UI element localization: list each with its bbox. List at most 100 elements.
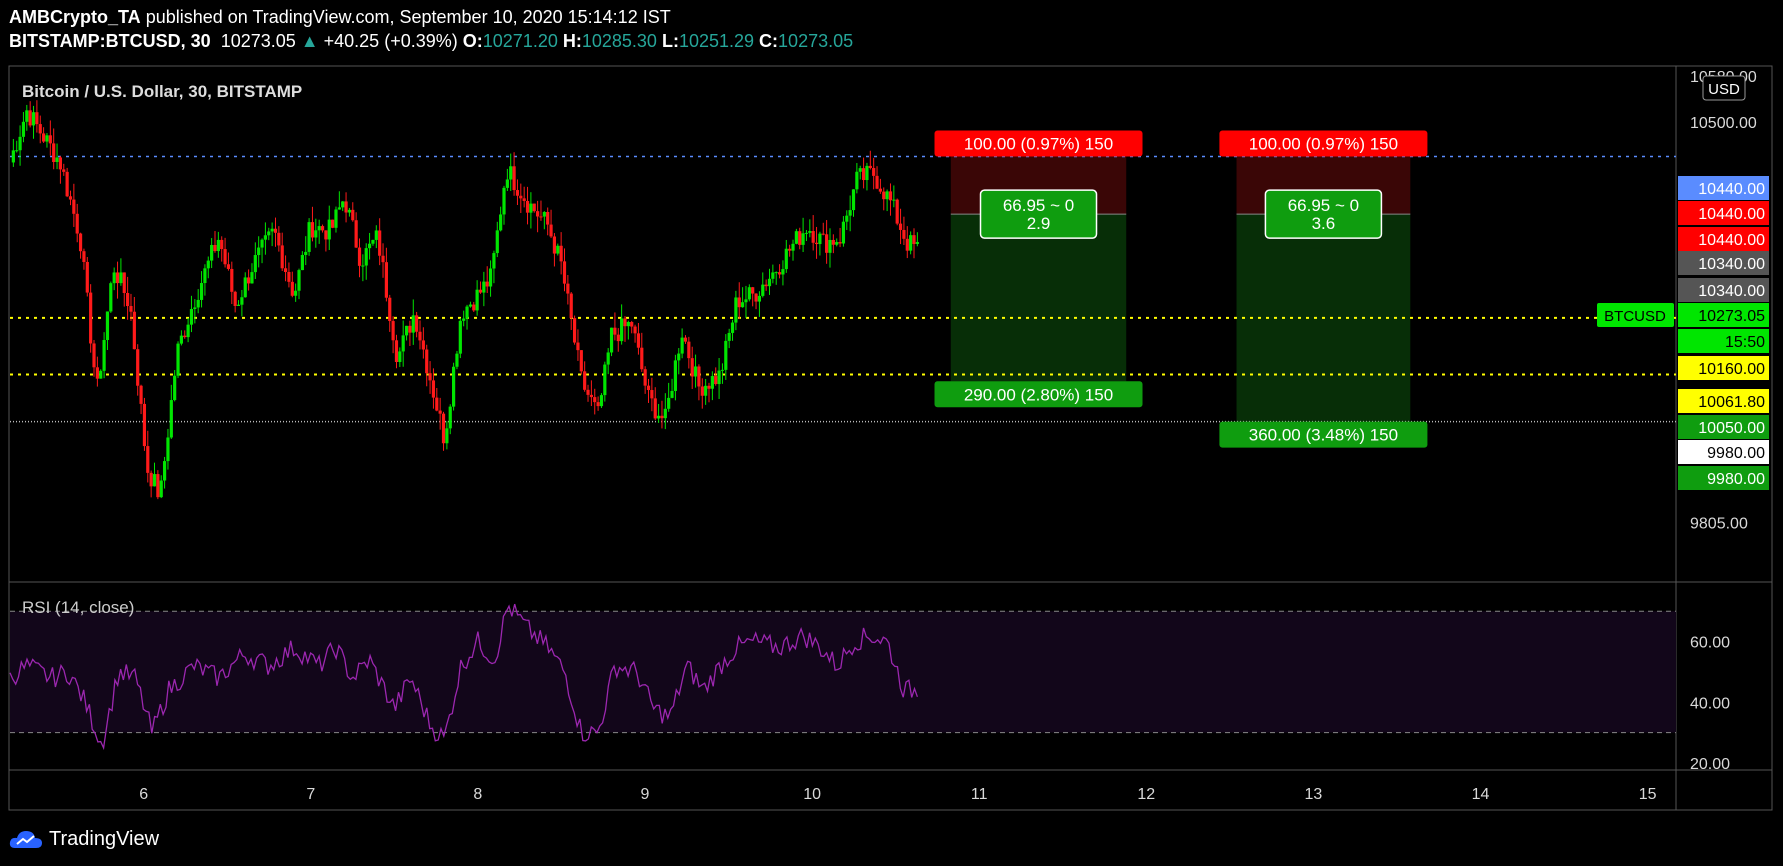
info-line2-0: 2.9: [1027, 214, 1051, 233]
price-badge-bg-1: [1678, 201, 1769, 225]
candle-body: [304, 251, 308, 255]
candle-body: [320, 226, 325, 231]
candle-body: [861, 168, 866, 181]
price-badge-bg-10: [1678, 440, 1769, 464]
candle-body: [99, 370, 103, 379]
candle-body: [384, 262, 388, 298]
candle-body: [119, 272, 123, 284]
candle-body: [216, 239, 220, 252]
candle-body: [643, 369, 647, 386]
candle-body: [183, 335, 187, 338]
candle-body: [435, 397, 439, 411]
high-label: H:: [562, 31, 582, 51]
time-tick-label: 13: [1304, 786, 1322, 803]
candle-body: [166, 437, 170, 462]
candle-body: [845, 215, 849, 222]
candle-body: [707, 385, 711, 389]
symbol-label: BITSTAMP:BTCUSD, 30: [9, 31, 211, 51]
candle-body: [546, 211, 550, 225]
candle-body: [156, 474, 160, 498]
candle-body: [757, 295, 762, 302]
candle-body: [270, 228, 274, 232]
candle-body: [495, 230, 499, 254]
ohlc-header: BITSTAMP:BTCUSD, 30 10273.05 ▲ +40.25 (+…: [9, 31, 853, 52]
candle-body: [451, 366, 456, 407]
rsi-tick-label: 20.00: [1690, 756, 1730, 773]
candle-body: [240, 297, 244, 305]
candle-body: [257, 247, 261, 256]
candle-body: [162, 461, 167, 481]
candle-body: [828, 239, 832, 253]
candle-body: [589, 394, 593, 398]
price-badge-9: 10050.00: [1698, 420, 1765, 437]
candle-body: [841, 221, 846, 244]
candle-body: [186, 324, 190, 338]
candle-body: [912, 235, 916, 245]
candle-body: [576, 342, 580, 351]
candle-body: [754, 293, 758, 302]
change-value: +40.25 (+0.39%): [323, 31, 458, 51]
price-badge-bg-2: [1678, 227, 1769, 251]
candle-body: [683, 337, 688, 342]
candle-body: [388, 297, 392, 322]
candle-body: [48, 135, 52, 144]
candle-body: [226, 264, 231, 269]
candle-body: [519, 195, 523, 199]
candle-body: [89, 292, 93, 344]
symbol-tag: BTCUSD: [1604, 308, 1666, 325]
publish-header: AMBCrypto_TA published on TradingView.co…: [9, 7, 671, 28]
candle-body: [374, 230, 378, 240]
time-tick-label: 15: [1639, 786, 1657, 803]
candle-body: [280, 245, 284, 269]
candle-body: [42, 133, 46, 142]
candle-body: [704, 385, 708, 396]
candle-body: [11, 150, 15, 163]
candle-body: [152, 474, 157, 487]
price-badge-bg-8: [1678, 389, 1769, 413]
candle-body: [693, 366, 698, 377]
candle-body: [331, 219, 335, 228]
candle-body: [25, 110, 29, 122]
info-line1-0: 66.95 ~ 0: [1003, 196, 1074, 215]
candle-body: [314, 230, 318, 238]
candle-body: [317, 226, 321, 231]
candle-body: [761, 284, 765, 296]
candle-body: [623, 318, 627, 327]
candle-body: [267, 231, 271, 236]
candle-body: [586, 389, 590, 395]
candle-body: [895, 199, 899, 224]
candle-body: [751, 287, 755, 294]
candle-body: [505, 179, 509, 188]
candle-body: [62, 169, 66, 172]
price-badge-5: 10273.05: [1698, 308, 1765, 325]
candle-body: [744, 299, 748, 303]
candle-body: [478, 289, 483, 293]
target-label-box-1: [1219, 421, 1428, 448]
candle-body: [559, 245, 563, 262]
candle-body: [82, 251, 86, 262]
time-tick-label: 11: [971, 786, 988, 803]
stop-label-1: 100.00 (0.97%) 150: [1249, 134, 1398, 153]
candle-body: [777, 272, 782, 275]
candle-body: [357, 247, 362, 266]
candle-body: [670, 390, 674, 398]
price-badge-bg-5: [1678, 303, 1769, 327]
candle-body: [640, 347, 644, 370]
low-value: 10251.29: [678, 31, 755, 51]
candle-body: [260, 239, 264, 248]
candle-body: [875, 175, 879, 189]
candle-body: [337, 207, 341, 210]
candle-body: [821, 233, 825, 235]
candle-body: [636, 333, 641, 348]
candle-body: [892, 199, 896, 201]
candle-body: [811, 231, 815, 243]
candle-body: [129, 306, 133, 312]
candle-body: [835, 242, 839, 245]
candle-body: [788, 248, 792, 251]
candle-body: [536, 211, 540, 217]
candle-body: [583, 371, 587, 390]
candle-body: [814, 242, 819, 245]
candle-body: [354, 220, 358, 248]
candle-body: [482, 281, 486, 293]
